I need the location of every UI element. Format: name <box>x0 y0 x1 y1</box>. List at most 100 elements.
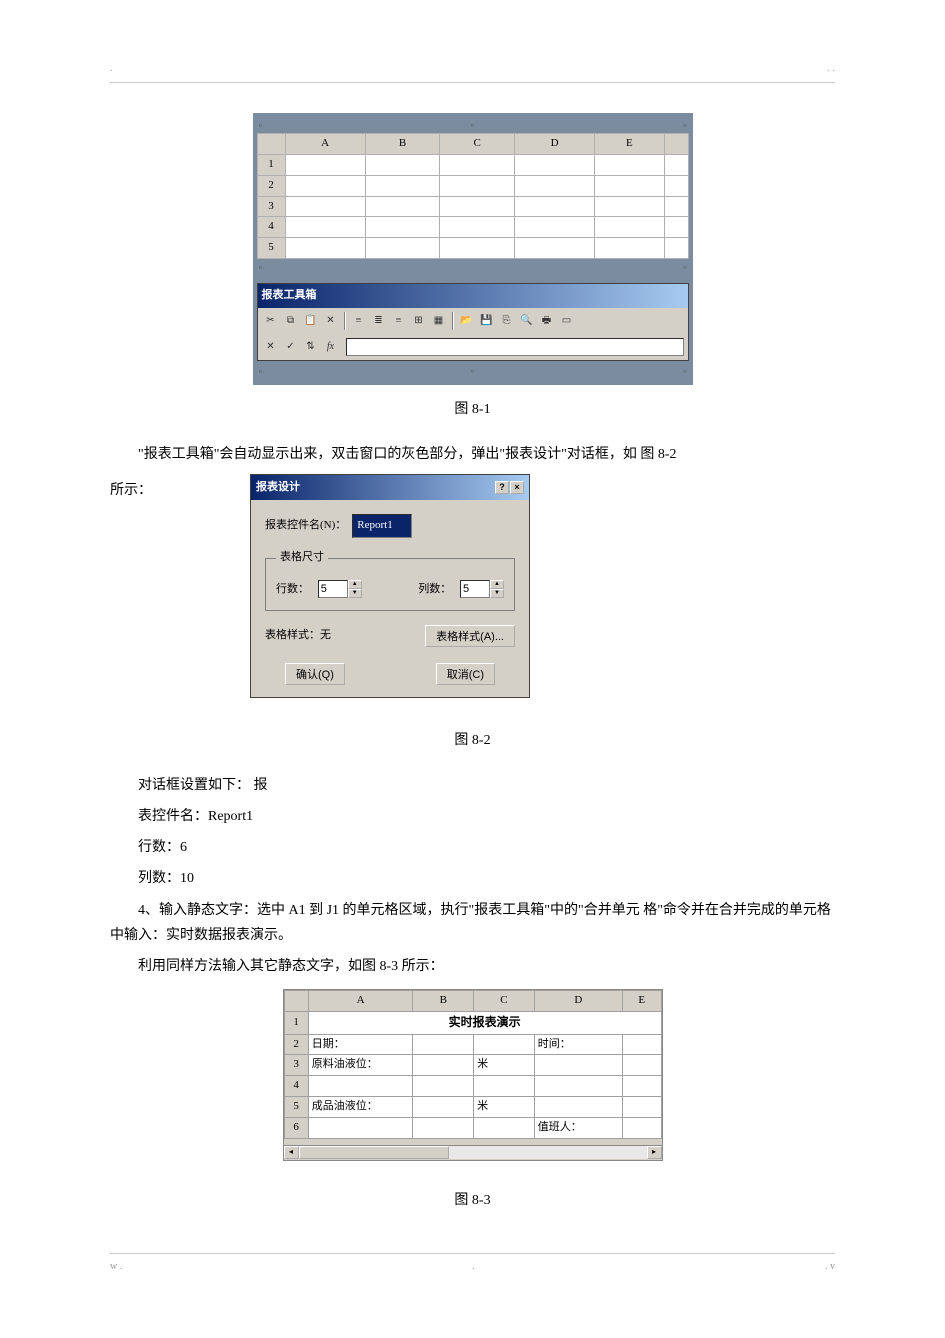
row-header-5[interactable]: 5 <box>284 1096 308 1117</box>
cell-c2[interactable] <box>474 1034 535 1055</box>
row-header-2[interactable]: 2 <box>257 175 285 196</box>
scroll-right-icon[interactable]: ▸ <box>647 1146 662 1159</box>
cell-d5[interactable] <box>534 1096 622 1117</box>
delete-icon[interactable]: ✕ <box>322 312 340 330</box>
cell[interactable] <box>664 217 688 238</box>
print-icon[interactable]: 🖶 <box>538 312 556 330</box>
scroll-left-icon[interactable]: ◂ <box>284 1146 299 1159</box>
rows-input[interactable] <box>318 580 348 598</box>
col-header-a[interactable]: A <box>308 991 413 1012</box>
resize-handle-bm[interactable]: ▫ <box>471 363 474 379</box>
row-header-2[interactable]: 2 <box>284 1034 308 1055</box>
cell-e6[interactable] <box>622 1117 661 1138</box>
cell[interactable] <box>440 217 515 238</box>
control-name-input[interactable]: Report1 <box>352 514 412 538</box>
row-header-1[interactable]: 1 <box>284 1012 308 1035</box>
col-header-extra[interactable] <box>664 134 688 155</box>
cell[interactable] <box>365 175 440 196</box>
function-icon[interactable]: fx <box>322 338 340 356</box>
cell[interactable] <box>285 217 365 238</box>
cols-input[interactable] <box>460 580 490 598</box>
cell[interactable] <box>285 154 365 175</box>
dialog-titlebar[interactable]: 报表设计 ? × <box>251 475 529 501</box>
resize-handle-tl[interactable]: ▫ <box>259 117 262 133</box>
cell[interactable] <box>365 196 440 217</box>
cell[interactable] <box>365 238 440 259</box>
merged-title-cell[interactable]: 实时报表演示 <box>308 1012 661 1035</box>
table-style-button[interactable]: 表格样式(A)... <box>425 625 515 647</box>
cell-e2[interactable] <box>622 1034 661 1055</box>
cell[interactable] <box>515 238 595 259</box>
cols-spinner[interactable]: ▲▼ <box>460 580 504 598</box>
resize-handle-bl[interactable]: ▫ <box>259 363 262 379</box>
row-header-3[interactable]: 3 <box>257 196 285 217</box>
cell[interactable] <box>595 217 664 238</box>
cell[interactable] <box>664 175 688 196</box>
grid-corner[interactable] <box>284 991 308 1012</box>
cell-c6[interactable] <box>474 1117 535 1138</box>
print-preview-icon[interactable]: 🔍 <box>518 312 536 330</box>
open-icon[interactable]: 📂 <box>458 312 476 330</box>
cell[interactable] <box>664 238 688 259</box>
cell[interactable] <box>440 175 515 196</box>
row-header-1[interactable]: 1 <box>257 154 285 175</box>
grid-corner[interactable] <box>257 134 285 155</box>
rows-up-icon[interactable]: ▲ <box>348 580 362 589</box>
align-center-icon[interactable]: ≣ <box>370 312 388 330</box>
ok-button[interactable]: 确认(Q) <box>285 663 345 685</box>
col-header-b[interactable]: B <box>365 134 440 155</box>
copy-icon[interactable]: ⧉ <box>282 312 300 330</box>
row-header-4[interactable]: 4 <box>257 217 285 238</box>
align-right-icon[interactable]: ≡ <box>390 312 408 330</box>
cell-a4[interactable] <box>308 1076 413 1097</box>
sort-icon[interactable]: ⇅ <box>302 338 320 356</box>
cell[interactable] <box>440 238 515 259</box>
cell[interactable] <box>365 154 440 175</box>
close-button[interactable]: × <box>510 481 524 494</box>
resize-handle-ml[interactable]: ▫ <box>259 259 262 275</box>
cell-a3[interactable]: 原料油液位： <box>308 1055 413 1076</box>
merge-cells-icon[interactable]: ▦ <box>430 312 448 330</box>
help-button[interactable]: ? <box>495 481 509 494</box>
cell[interactable] <box>285 196 365 217</box>
rows-down-icon[interactable]: ▼ <box>348 589 362 598</box>
cell[interactable] <box>365 217 440 238</box>
col-header-e[interactable]: E <box>595 134 664 155</box>
col-header-a[interactable]: A <box>285 134 365 155</box>
cell-a6[interactable] <box>308 1117 413 1138</box>
cell[interactable] <box>515 154 595 175</box>
cell[interactable] <box>595 238 664 259</box>
cell-a2[interactable]: 日期： <box>308 1034 413 1055</box>
cell-c4[interactable] <box>474 1076 535 1097</box>
cut-icon[interactable]: ✂ <box>262 312 280 330</box>
formula-input[interactable] <box>346 338 684 356</box>
col-header-c[interactable]: C <box>440 134 515 155</box>
cancel-button[interactable]: 取消(C) <box>436 663 495 685</box>
col-header-d[interactable]: D <box>515 134 595 155</box>
cell[interactable] <box>664 196 688 217</box>
cell-d2[interactable]: 时间： <box>534 1034 622 1055</box>
row-header-4[interactable]: 4 <box>284 1076 308 1097</box>
cell-d4[interactable] <box>534 1076 622 1097</box>
align-left-icon[interactable]: ≡ <box>350 312 368 330</box>
row-header-3[interactable]: 3 <box>284 1055 308 1076</box>
col-header-b[interactable]: B <box>413 991 474 1012</box>
cell[interactable] <box>515 175 595 196</box>
cell[interactable] <box>595 175 664 196</box>
paste-icon[interactable]: 📋 <box>302 312 320 330</box>
row-header-6[interactable]: 6 <box>284 1117 308 1138</box>
resize-handle-br[interactable]: ▫ <box>683 363 686 379</box>
rows-spinner[interactable]: ▲▼ <box>318 580 362 598</box>
cell-b4[interactable] <box>413 1076 474 1097</box>
cell[interactable] <box>285 238 365 259</box>
cell-e3[interactable] <box>622 1055 661 1076</box>
save-icon[interactable]: 💾 <box>478 312 496 330</box>
cell-c5[interactable]: 米 <box>474 1096 535 1117</box>
cell[interactable] <box>440 154 515 175</box>
cell[interactable] <box>595 196 664 217</box>
scroll-thumb[interactable] <box>299 1146 449 1159</box>
resize-handle-mr[interactable]: ▫ <box>683 259 686 275</box>
page-setup-icon[interactable]: ▭ <box>558 312 576 330</box>
scroll-track[interactable] <box>299 1146 647 1159</box>
cell-b5[interactable] <box>413 1096 474 1117</box>
